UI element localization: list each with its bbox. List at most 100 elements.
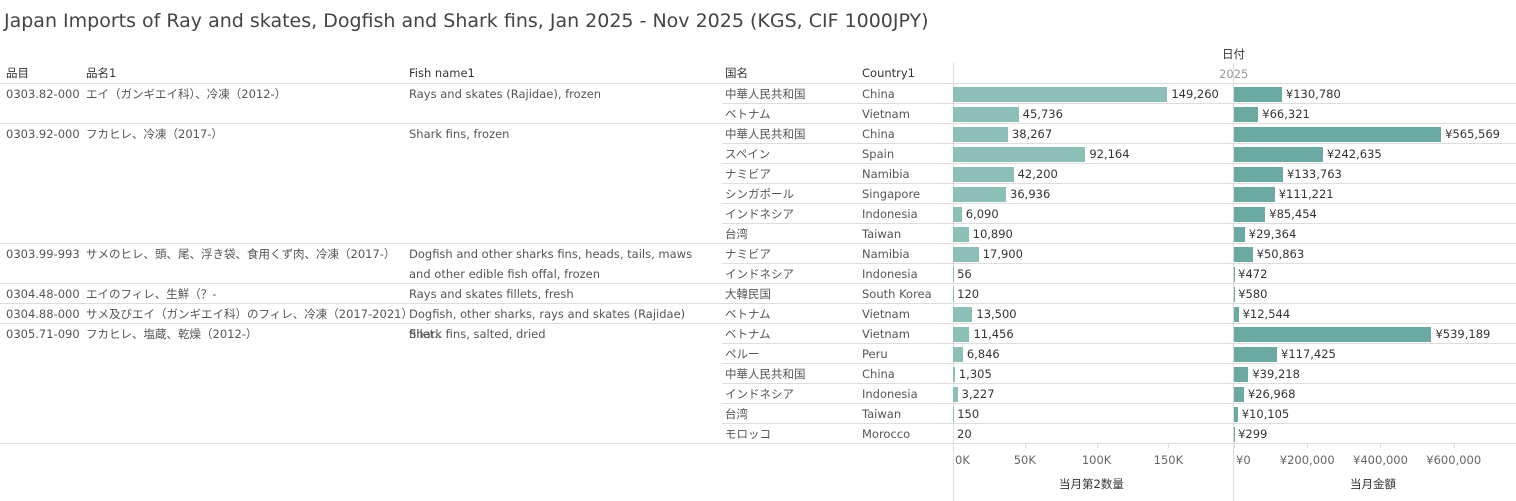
code: 0303.99-993 <box>6 247 80 261</box>
bar <box>953 206 962 222</box>
country-en: Taiwan <box>862 407 902 421</box>
country-en: Namibia <box>862 167 910 181</box>
country-ja: インドネシア <box>725 387 794 401</box>
value-label: 20 <box>957 427 972 441</box>
name-en: Rays and skates (Rajidae), frozen <box>409 87 602 101</box>
country-en: Vietnam <box>862 107 910 121</box>
x-tick-label: 50K <box>1013 453 1036 467</box>
bar <box>1234 406 1238 422</box>
country-ja: ナミビア <box>725 167 771 181</box>
country-ja: 中華人民共和国 <box>725 87 806 101</box>
row-line <box>722 143 1516 144</box>
row-line <box>0 243 1516 244</box>
value-label: ¥66,321 <box>1262 107 1310 121</box>
row-line <box>722 343 1516 344</box>
value-label: 6,090 <box>965 207 999 221</box>
tick-mark <box>953 444 954 448</box>
country-ja: 大韓民国 <box>725 287 771 301</box>
divider <box>953 63 954 501</box>
bar <box>1234 366 1249 382</box>
bar <box>953 146 1086 162</box>
country-ja: モロッコ <box>725 427 771 441</box>
x-tick-label: 0K <box>955 453 970 467</box>
country-ja: インドネシア <box>725 207 794 221</box>
x-tick-label: ¥200,000 <box>1279 453 1335 467</box>
name-ja: フカヒレ、塩蔵、乾燥（2012-） <box>86 327 258 341</box>
bar <box>953 306 973 322</box>
col-header: Country1 <box>862 66 916 80</box>
divider <box>1233 63 1234 501</box>
country-en: China <box>862 87 895 101</box>
country-ja: 中華人民共和国 <box>725 127 806 141</box>
code: 0304.88-000 <box>6 307 80 321</box>
row-line <box>0 443 1516 444</box>
bar <box>953 366 955 382</box>
value-label: ¥117,425 <box>1281 347 1336 361</box>
row-line <box>722 423 1516 424</box>
row-line <box>722 263 1516 264</box>
name-en: Dogfish and other sharks fins, heads, ta… <box>409 247 693 281</box>
country-ja: ペルー <box>725 347 760 361</box>
col-header: 品名1 <box>86 66 117 80</box>
name-en: Dogfish, other sharks, rays and skates (… <box>409 307 686 341</box>
value-label: 3,227 <box>961 387 995 401</box>
name-ja: エイ（ガンギエイ科）、冷凍（2012-） <box>86 87 287 101</box>
code: 0305.71-090 <box>6 327 80 341</box>
country-en: South Korea <box>862 287 932 301</box>
name-ja: サメのヒレ、頭、尾、浮き袋、食用くず肉、冷凍（2017-） <box>86 247 396 261</box>
tick-mark <box>1453 444 1455 448</box>
axis-title: 当月金額 <box>1350 477 1396 491</box>
value-label: 42,200 <box>1017 167 1058 181</box>
country-en: Vietnam <box>862 307 910 321</box>
bar <box>953 226 969 242</box>
row-line <box>0 303 1516 304</box>
country-ja: 台湾 <box>725 407 748 421</box>
value-label: ¥111,221 <box>1278 187 1334 201</box>
code: 0303.92-000 <box>6 127 80 141</box>
bar <box>953 326 970 342</box>
value-label: 17,900 <box>982 247 1023 261</box>
name-en: Shark fins, salted, dried <box>409 327 546 341</box>
value-label: 36,936 <box>1010 187 1051 201</box>
value-label: ¥39,218 <box>1252 367 1300 381</box>
value-label: ¥12,544 <box>1242 307 1291 321</box>
name-ja: サメ及びエイ（ガンギエイ科）のフィレ、冷凍（2017-2021） <box>86 307 413 321</box>
bar <box>1234 186 1275 202</box>
name-ja: フカヒレ、冷凍（2017-） <box>86 127 223 141</box>
value-label: ¥242,635 <box>1326 147 1382 161</box>
row-line <box>0 123 1516 124</box>
row-line <box>722 103 1516 104</box>
value-label: 10,890 <box>972 227 1013 241</box>
row-line <box>722 203 1516 204</box>
bar <box>1234 206 1266 222</box>
value-label: ¥299 <box>1238 427 1268 441</box>
value-label: ¥26,968 <box>1247 387 1296 401</box>
country-ja: ベトナム <box>725 327 771 341</box>
country-en: Indonesia <box>862 207 918 221</box>
bar <box>953 386 958 402</box>
value-label: 1,305 <box>958 367 992 381</box>
country-ja: インドネシア <box>725 267 794 281</box>
bar <box>1234 306 1239 322</box>
code: 0304.48-000 <box>6 287 80 301</box>
x-tick-label: ¥0 <box>1236 453 1251 467</box>
bar <box>1234 166 1283 182</box>
axis-title: 当月第2数量 <box>1059 477 1124 491</box>
bar <box>1234 326 1432 342</box>
country-en: Peru <box>862 347 888 361</box>
col-header: 品目 <box>6 66 29 80</box>
bar <box>1234 226 1245 242</box>
country-ja: ベトナム <box>725 107 771 121</box>
tick-mark <box>1168 444 1170 448</box>
col-header: Fish name1 <box>409 66 475 80</box>
bar <box>953 346 963 362</box>
code: 0303.82-000 <box>6 87 80 101</box>
country-en: China <box>862 367 895 381</box>
bar <box>953 166 1014 182</box>
value-label: 56 <box>957 267 972 281</box>
country-en: Singapore <box>862 187 921 201</box>
bar <box>1234 346 1277 362</box>
x-tick-label: 100K <box>1081 453 1112 467</box>
